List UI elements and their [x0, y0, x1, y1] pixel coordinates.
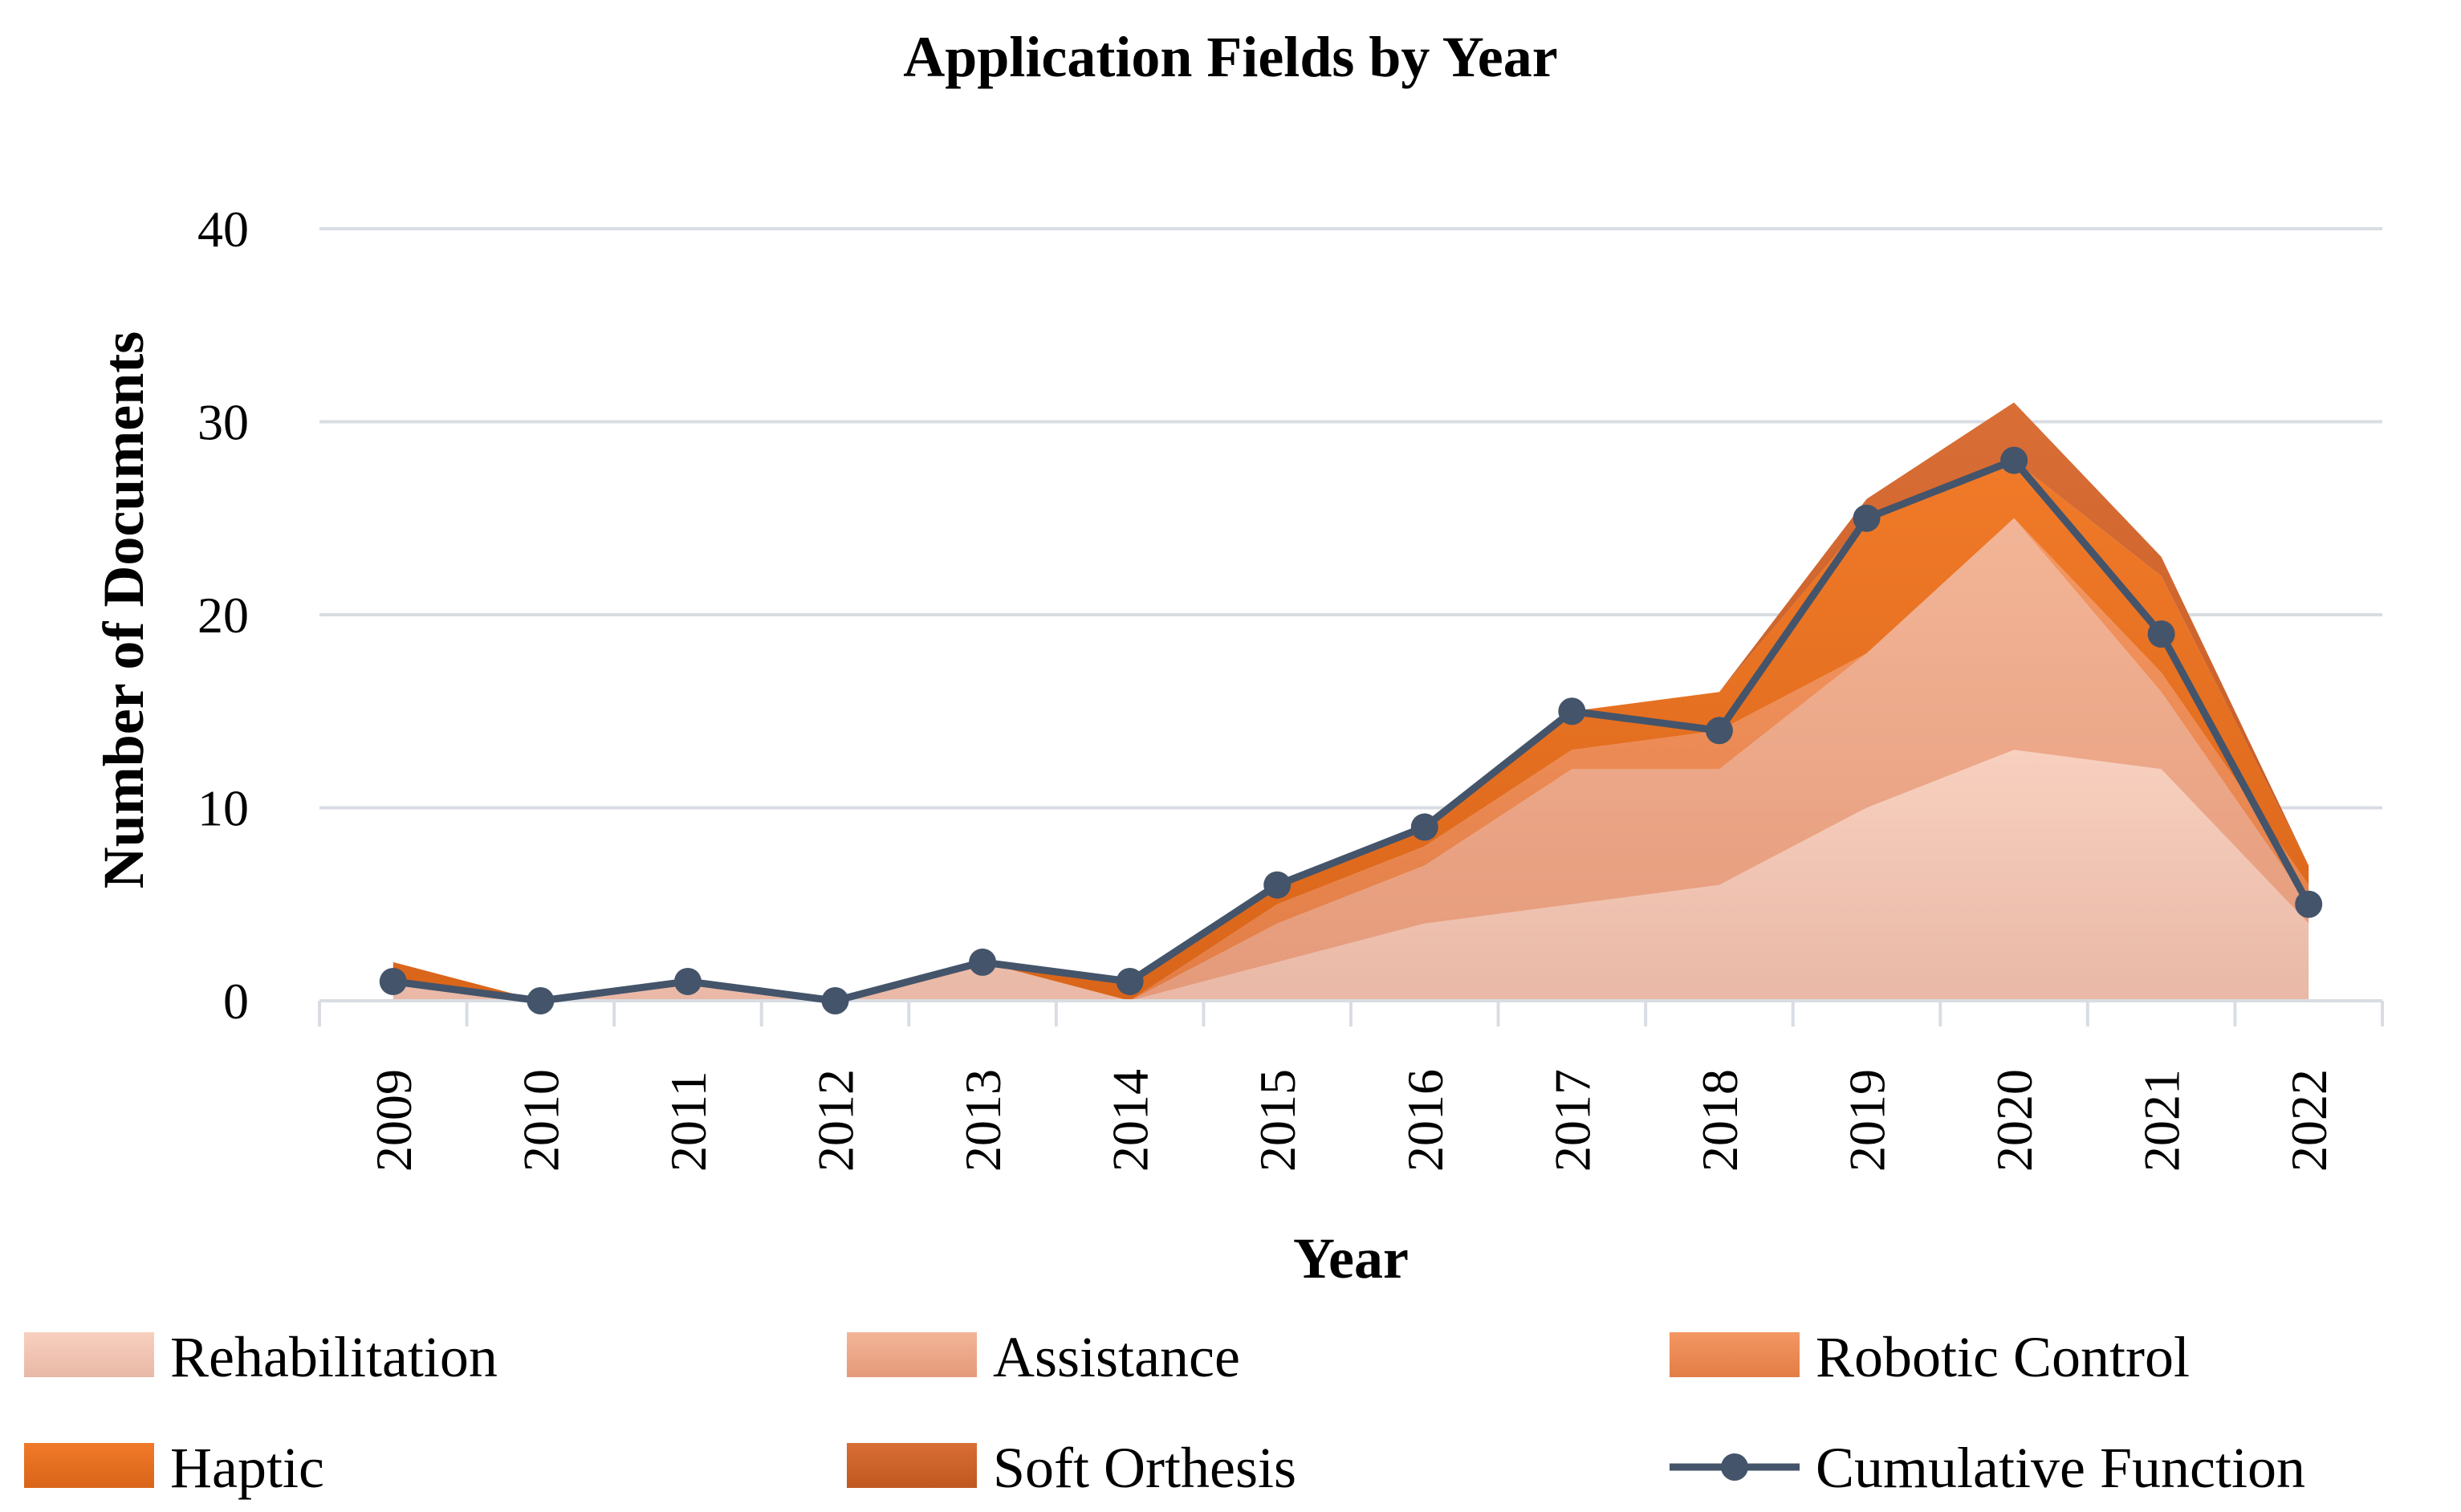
x-tick-label: 2016: [1397, 1069, 1454, 1172]
legend-label: Rehabilitation: [170, 1325, 498, 1389]
cumulative-point: [821, 987, 849, 1014]
x-tick-label: 2012: [807, 1069, 864, 1172]
y-axis-title: Number of Documents: [92, 331, 156, 889]
legend-item-cumulative-function: Cumulative Function: [1670, 1436, 2305, 1500]
legend-marker: [1721, 1453, 1748, 1481]
x-tick-label: 2015: [1249, 1069, 1306, 1172]
x-axis: 2009 2010 2011 2012 2013 2014 2015 2016 2017 2018…: [318, 999, 2384, 1172]
cumulative-point: [1410, 813, 1438, 841]
x-tick-label: 2019: [1839, 1069, 1896, 1172]
legend-swatch: [847, 1332, 977, 1377]
cumulative-point: [1116, 967, 1144, 995]
cumulative-point: [969, 948, 997, 976]
legend-item-robotic-control: Robotic Control: [1670, 1325, 2190, 1389]
legend: Rehabilitation Assistance Robotic Control H…: [24, 1325, 2305, 1500]
legend-label: Robotic Control: [1816, 1325, 2190, 1389]
legend-swatch: [24, 1332, 154, 1377]
x-tick-label: 2018: [1691, 1069, 1748, 1172]
x-tick-label: 2009: [365, 1069, 422, 1172]
cumulative-point: [1263, 871, 1292, 899]
x-tick-label: 2010: [512, 1069, 569, 1172]
legend-swatch: [847, 1443, 977, 1488]
cumulative-point: [1705, 717, 1733, 745]
x-axis-title: Year: [1293, 1226, 1409, 1290]
cumulative-function-line: [393, 457, 2313, 1005]
legend-swatch: [1670, 1332, 1800, 1377]
y-tick-label: 0: [223, 973, 249, 1030]
x-tick-label: 2020: [1986, 1069, 2043, 1172]
x-tick-label: 2013: [954, 1069, 1011, 1172]
y-tick-label: 20: [197, 587, 249, 644]
cumulative-point: [2000, 446, 2028, 474]
legend-label: Assistance: [993, 1325, 1240, 1389]
x-tick-label: 2011: [660, 1071, 717, 1172]
cumulative-line: [379, 446, 2323, 1014]
legend-item-soft-orthesis: Soft Orthesis: [847, 1436, 1296, 1500]
legend-label: Soft Orthesis: [993, 1436, 1296, 1500]
area-rehabilitation: [393, 750, 2309, 1001]
cumulative-point: [673, 967, 702, 995]
cumulative-point: [1853, 504, 1881, 532]
area-haptic: [393, 460, 2309, 1001]
y-tick-label: 40: [197, 201, 249, 258]
legend-item-assistance: Assistance: [847, 1325, 1240, 1389]
y-tick-label: 30: [197, 394, 249, 451]
y-tick-label: 10: [197, 780, 249, 837]
legend-swatch: [24, 1443, 154, 1488]
legend-item-rehabilitation: Rehabilitation: [24, 1325, 498, 1389]
x-tick-label: 2022: [2280, 1069, 2337, 1172]
cumulative-point: [1558, 697, 1586, 726]
cumulative-point: [379, 967, 407, 995]
legend-label: Haptic: [170, 1436, 324, 1500]
legend-label: Cumulative Function: [1816, 1436, 2305, 1500]
x-tick-label: 2014: [1102, 1069, 1159, 1172]
cumulative-point: [2295, 890, 2323, 918]
y-axis-ticks: 0 10 20 30 40: [197, 201, 249, 1030]
stacked-areas: [393, 402, 2309, 1001]
cumulative-point: [527, 987, 555, 1014]
legend-item-haptic: Haptic: [24, 1436, 324, 1500]
x-tick-label: 2021: [2134, 1069, 2190, 1172]
chart-title: Application Fields by Year: [903, 25, 1557, 89]
area-assistance: [393, 518, 2309, 1001]
x-tick-label: 2017: [1544, 1069, 1601, 1172]
area-soft-orthesis: [393, 402, 2309, 1001]
cumulative-point: [2147, 620, 2175, 648]
